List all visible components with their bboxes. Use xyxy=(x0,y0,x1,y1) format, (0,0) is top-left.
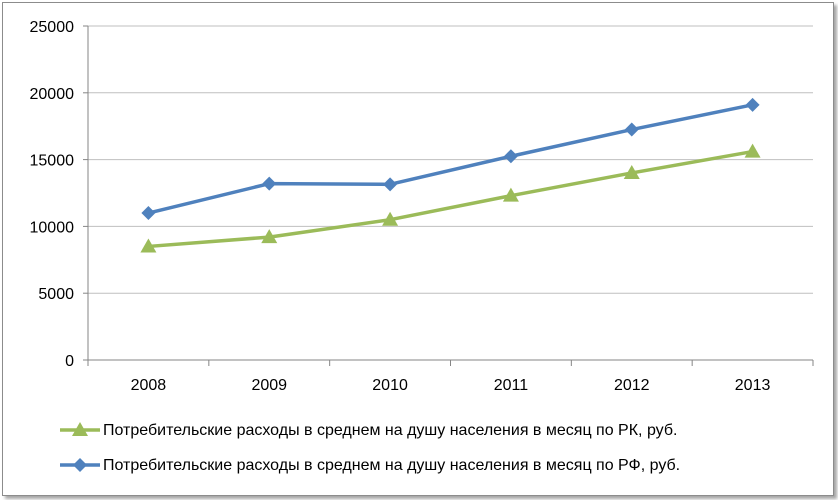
data-point xyxy=(262,176,277,191)
legend-marker xyxy=(72,422,88,436)
data-point xyxy=(382,211,399,226)
x-tick-label: 2011 xyxy=(494,377,529,394)
gridlines xyxy=(88,25,813,294)
series-group xyxy=(140,97,761,253)
legend-marker xyxy=(73,458,87,472)
y-tick-label: 25000 xyxy=(30,19,75,36)
x-tick-label: 2010 xyxy=(372,377,408,394)
x-tick-label: 2008 xyxy=(131,377,167,394)
x-tick-label: 2012 xyxy=(614,377,650,394)
data-point xyxy=(502,187,519,202)
series-2 xyxy=(141,97,760,221)
y-axis: 0 5000 10000 15000 20000 25000 xyxy=(30,19,89,370)
data-point xyxy=(261,229,278,244)
y-tick-label: 0 xyxy=(65,353,74,370)
legend-label: Потребительские расходы в среднем на душ… xyxy=(103,457,680,474)
data-point xyxy=(744,143,761,158)
legend: Потребительские расходы в среднем на душ… xyxy=(60,422,680,474)
series-1 xyxy=(140,143,761,253)
series-line xyxy=(148,103,753,215)
y-tick-label: 10000 xyxy=(30,219,75,236)
y-tick-label: 15000 xyxy=(30,153,75,170)
x-tick-label: 2009 xyxy=(251,377,287,394)
data-point xyxy=(624,122,639,137)
legend-item-2: Потребительские расходы в среднем на душ… xyxy=(60,457,680,474)
series-line xyxy=(148,149,753,249)
legend-label: Потребительские расходы в среднем на душ… xyxy=(103,422,677,439)
x-tick-label: 2013 xyxy=(735,377,771,394)
data-point xyxy=(383,177,398,192)
legend-item-1: Потребительские расходы в среднем на душ… xyxy=(60,422,677,439)
y-tick-label: 5000 xyxy=(38,286,74,303)
data-point xyxy=(140,238,157,253)
y-tick-label: 20000 xyxy=(30,86,75,103)
data-point xyxy=(623,164,640,179)
data-point xyxy=(141,206,156,221)
data-point xyxy=(503,149,518,164)
data-point xyxy=(745,97,760,112)
x-axis: 2008 2009 2010 2011 2012 2013 xyxy=(87,359,814,394)
